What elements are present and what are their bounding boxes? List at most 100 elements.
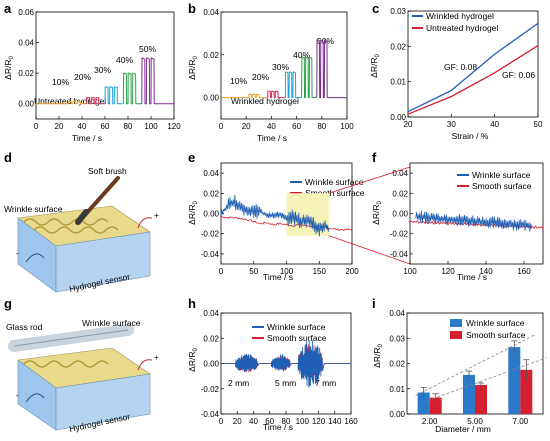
b-ytick-label-1: 0.02 [203, 51, 219, 60]
c-ytick-label-3: 0.03 [390, 7, 406, 16]
a-series-50pct [141, 57, 174, 105]
c-gf-wrinkled: GF: 0.08 [444, 62, 477, 72]
i-bar-smooth-0 [429, 397, 442, 414]
b-xtick-label-2: 40 [267, 122, 276, 131]
h-ytick-label-3: 0.02 [203, 334, 219, 343]
d-plus: + [154, 210, 159, 220]
h-legend-wrinkle: Wrinkle surface [267, 322, 326, 332]
f-legend-wrinkle: Wrinkle surface [472, 170, 531, 180]
a-ytick-label-2: 0.04 [18, 39, 34, 48]
a-xtick-label-1: 20 [55, 122, 64, 131]
i-legend-swatch-wrinkle [450, 319, 462, 327]
h-xtick-label-5: 100 [296, 417, 310, 426]
e-line-smooth [220, 216, 352, 232]
panel-label-b: b [188, 1, 196, 16]
i-legend-wrinkle: Wrinkle surface [466, 318, 525, 328]
d-wire-plus [137, 217, 153, 229]
f-line-wrinkle [415, 210, 532, 232]
c-legend-swatch-untreated [412, 27, 423, 29]
f-legend-swatch-wrinkle [457, 174, 469, 176]
h-xtick-label-8: 160 [344, 417, 358, 426]
panel-label-a: a [4, 1, 12, 16]
b-xtick-label-0: 0 [219, 122, 224, 131]
hydrogel-brush-illustration: Soft brush Wrinkle surface Hydrogel sens… [4, 166, 159, 294]
e-legend-smooth: Smooth surface [305, 188, 365, 198]
panel-label-c: c [372, 1, 379, 16]
c-gf-untreated: GF: 0.06 [502, 70, 535, 80]
d-wire-minus [25, 253, 45, 263]
b-plot-frame [220, 11, 348, 120]
c-ytick-label-1: 0.01 [390, 78, 406, 87]
i-xlabel: Diameter / mm [435, 424, 491, 434]
i-bar-wrinkle-0 [417, 392, 430, 414]
f-xtick-label-2: 140 [479, 267, 493, 276]
a-pct-30: 30% [94, 65, 111, 75]
d-minus: - [16, 248, 19, 258]
d-brush-bristles [75, 209, 89, 225]
h-xlabel: Time / s [263, 422, 293, 432]
h-xtick-label-0: 0 [219, 417, 224, 426]
g-label-surface: Wrinkle surface [82, 318, 141, 328]
h-ytick-label-0: -0.04 [201, 410, 220, 419]
e-xtick-label-2: 100 [280, 267, 294, 276]
c-ytick-label-0: 0.00 [390, 113, 406, 122]
a-pct-40: 40% [116, 55, 133, 65]
h-ann-5mm: 5 mm [275, 378, 296, 388]
d-wrinkle-waves [23, 218, 109, 226]
b-series-40pct [301, 56, 317, 99]
b-pct-40: 40% [293, 50, 310, 60]
h-line-wrinkle [221, 339, 351, 388]
g-wire-minus [25, 393, 45, 403]
i-legend-swatch-smooth [450, 331, 462, 339]
i-ytick-label-4: 0.04 [389, 309, 405, 318]
b-series-20pct [267, 90, 286, 99]
a-xtick-label-5: 100 [144, 122, 158, 131]
c-legend-untreated: Untreated hydrogel [426, 23, 498, 33]
e-ytick-label-1: -0.02 [201, 230, 220, 239]
f-ytick-label-4: 0.04 [392, 169, 408, 178]
i-legend-smooth: Smooth surface [466, 330, 526, 340]
c-ylabel: ΔR/R0 [369, 54, 381, 78]
f-legend-swatch-smooth [457, 185, 469, 187]
b-pct-20: 20% [252, 72, 269, 82]
e-line-wrinkle [220, 194, 330, 237]
i-trend-wrinkle [415, 334, 535, 396]
a-series-10pct [67, 100, 87, 105]
a-series-30pct [104, 86, 124, 105]
a-xtick-label-0: 0 [34, 122, 39, 131]
g-glass-rod-edge [13, 329, 129, 347]
panel-label-d: d [4, 150, 12, 165]
b-caption: Wrinkled hydrogel [231, 96, 299, 106]
f-ytick-label-3: 0.02 [392, 189, 408, 198]
g-plus: + [154, 352, 159, 362]
h-legend-swatch-wrinkle [252, 326, 264, 328]
a-xtick-label-6: 120 [167, 122, 181, 131]
h-ann-2mm: 2 mm [228, 378, 249, 388]
h-ytick-label-4: 0.04 [203, 309, 219, 318]
e-ytick-label-0: -0.04 [201, 250, 220, 259]
i-ytick-label-1: 0.01 [389, 385, 405, 394]
d-label-brush: Soft brush [88, 166, 127, 176]
a-xtick-label-4: 80 [124, 122, 133, 131]
h-ytick-label-2: 0.00 [203, 360, 219, 369]
h-xtick-label-1: 20 [233, 417, 242, 426]
h-xtick-label-2: 40 [249, 417, 258, 426]
b-ytick-label-0: 0.00 [203, 94, 219, 103]
f-xlabel: Time / s [457, 272, 487, 282]
b-pct-30: 30% [272, 62, 289, 72]
i-ylabel: ΔR/R0 [372, 344, 384, 368]
a-xlabel: Time / s [72, 133, 102, 143]
e-legend-swatch-smooth [290, 192, 302, 194]
b-ytick-label-2: 0.04 [203, 8, 219, 17]
a-pct-20: 20% [74, 72, 91, 82]
f-ylabel: ΔR/R0 [371, 201, 383, 225]
i-ytick-label-2: 0.02 [389, 360, 405, 369]
h-xtick-label-6: 120 [312, 417, 326, 426]
c-xtick-label-1: 30 [447, 120, 456, 129]
h-xtick-label-7: 140 [328, 417, 342, 426]
d-wrinkle-waves-2 [33, 226, 119, 234]
f-xtick-label-3: 160 [517, 267, 531, 276]
i-xtick-label-1: 5.00 [467, 417, 483, 426]
e-xtick-label-1: 50 [249, 267, 258, 276]
